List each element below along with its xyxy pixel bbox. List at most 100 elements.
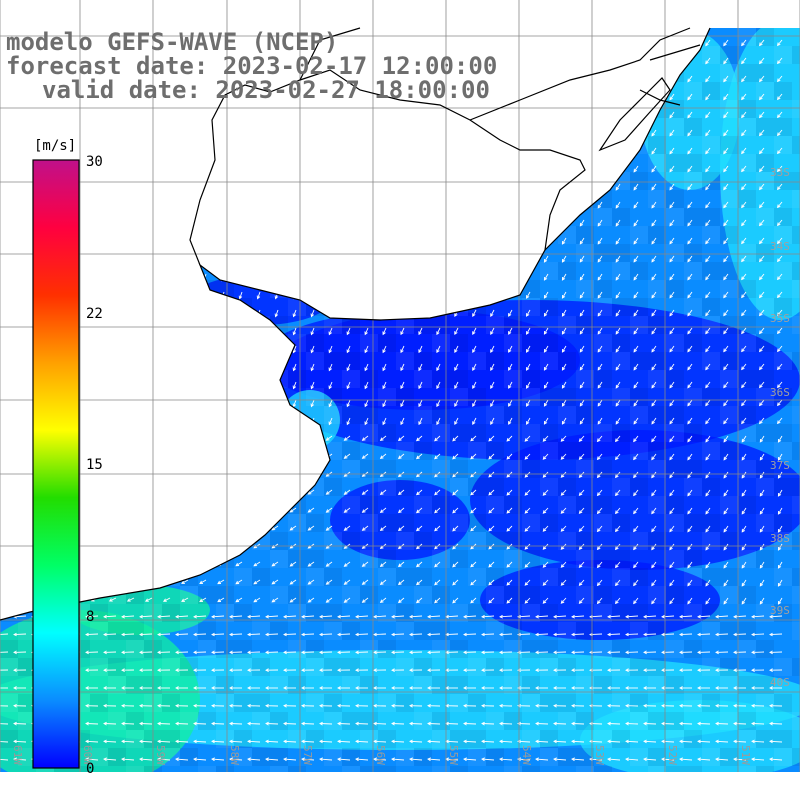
wind-arrow — [723, 507, 729, 515]
grid-cell — [468, 388, 486, 406]
wind-arrow — [661, 758, 675, 761]
wind-arrow-head — [643, 703, 647, 708]
wind-arrow — [607, 740, 621, 743]
wind-arrow-head — [723, 204, 727, 209]
grid-cell — [342, 352, 360, 370]
wind-arrow-head — [337, 686, 341, 690]
wind-arrow-head — [283, 757, 287, 762]
wind-arrow-head — [596, 582, 601, 587]
wind-arrow — [293, 399, 297, 407]
wind-arrow — [751, 615, 765, 618]
wind-arrow-head — [364, 367, 368, 372]
grid-cell — [594, 730, 612, 748]
wind-arrow-head — [247, 703, 251, 708]
wind-arrow — [416, 525, 423, 531]
wind-arrow — [490, 399, 495, 407]
wind-arrow-head — [553, 739, 557, 744]
wind-arrow-head — [733, 650, 737, 655]
wind-arrow — [301, 633, 315, 636]
wind-arrow-head — [777, 60, 781, 65]
wind-arrow — [391, 723, 405, 725]
wind-arrow — [157, 633, 171, 636]
wind-arrow-head — [452, 491, 456, 496]
wind-arrow-head — [499, 632, 503, 637]
grid-cell — [324, 316, 342, 334]
wind-arrow — [524, 453, 531, 460]
wind-arrow — [463, 740, 477, 743]
wind-arrow-head — [633, 600, 637, 605]
wind-arrow — [427, 723, 441, 725]
wind-arrow-head — [488, 455, 493, 460]
grid-cell — [684, 514, 702, 532]
wind-arrow-head — [579, 312, 584, 317]
grid-cell — [612, 640, 630, 658]
grid-cell — [666, 334, 684, 352]
wind-arrow-head — [651, 258, 655, 263]
wind-arrow — [290, 525, 297, 531]
wind-arrow-head — [139, 614, 143, 619]
grid-cell — [684, 478, 702, 496]
wind-arrow — [253, 579, 261, 585]
wind-arrow-head — [328, 421, 332, 426]
wind-arrow — [362, 453, 369, 459]
wind-arrow-head — [723, 456, 728, 461]
wind-arrow-head — [157, 686, 161, 690]
wind-arrow-head — [643, 632, 647, 637]
wind-arrow-head — [751, 668, 755, 672]
wind-arrow-head — [301, 757, 305, 762]
wind-arrow — [562, 309, 567, 317]
grid-cell — [612, 388, 630, 406]
wind-arrow-head — [679, 739, 683, 744]
grid-cell — [720, 568, 738, 586]
wind-arrow — [452, 597, 459, 604]
wind-arrow-head — [452, 545, 456, 550]
wind-arrow-head — [579, 258, 584, 263]
wind-arrow-head — [553, 721, 557, 726]
wind-arrow-head — [723, 402, 727, 407]
wind-arrow-head — [705, 240, 709, 245]
grid-cell — [18, 622, 36, 640]
wind-arrow-head — [472, 403, 476, 408]
wind-arrow-head — [506, 455, 511, 460]
wind-arrow-head — [669, 402, 673, 407]
wind-arrow-head — [418, 367, 422, 372]
wind-arrow-head — [615, 456, 619, 461]
wind-arrow-head — [289, 581, 294, 585]
wind-arrow-head — [705, 294, 709, 299]
wind-arrow — [0, 740, 9, 743]
wind-arrow-head — [436, 385, 440, 390]
wind-arrow-head — [777, 276, 781, 281]
wind-arrow — [669, 273, 675, 280]
wind-arrow-head — [265, 668, 269, 672]
grid-cell — [630, 694, 648, 712]
grid-cell — [558, 694, 576, 712]
wind-arrow — [759, 183, 765, 190]
wind-arrow-head — [144, 598, 149, 602]
wind-arrow-head — [777, 456, 782, 461]
wind-arrow-head — [400, 403, 404, 408]
wind-arrow-head — [337, 668, 341, 672]
wind-arrow — [139, 615, 153, 618]
grid-cell — [558, 352, 576, 370]
grid-cell — [234, 568, 252, 586]
grid-cell — [684, 298, 702, 316]
wind-arrow — [445, 615, 459, 618]
wind-arrow — [715, 758, 729, 761]
grid-cell — [738, 622, 756, 640]
wind-arrow-head — [661, 686, 665, 690]
grid-cell — [666, 460, 684, 478]
wind-arrow — [597, 435, 603, 442]
grid-cell — [594, 334, 612, 352]
grid-cell — [432, 460, 450, 478]
wind-arrow — [13, 723, 27, 725]
wind-arrow-head — [325, 509, 330, 513]
grid-cell — [684, 604, 702, 622]
wind-arrow — [85, 723, 99, 725]
grid-cell — [324, 712, 342, 730]
wind-arrow — [579, 453, 585, 460]
wind-arrow-head — [651, 528, 655, 533]
grid-cell — [324, 604, 342, 622]
grid-cell — [378, 460, 396, 478]
wind-arrow — [723, 273, 729, 280]
wind-arrow — [597, 237, 603, 245]
